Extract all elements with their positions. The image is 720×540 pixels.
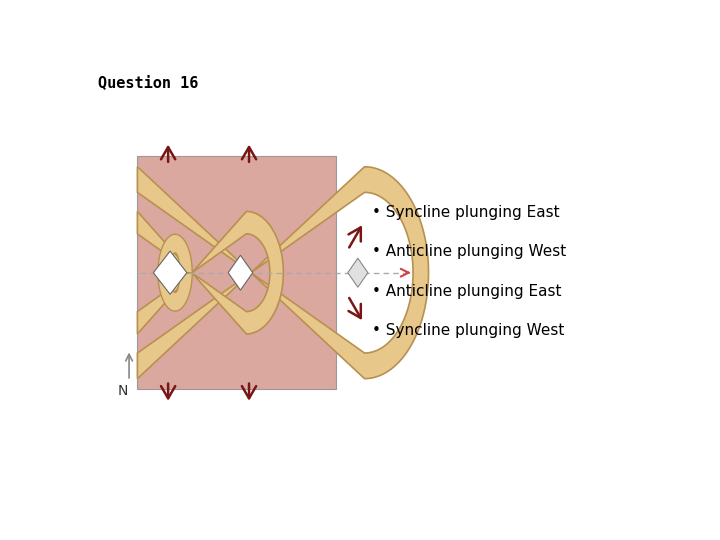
- Polygon shape: [348, 258, 368, 287]
- Polygon shape: [228, 255, 253, 290]
- Text: • Anticline plunging East: • Anticline plunging East: [372, 284, 562, 299]
- Polygon shape: [138, 167, 428, 379]
- Text: Question 16: Question 16: [99, 75, 199, 90]
- Text: • Syncline plunging West: • Syncline plunging West: [372, 323, 564, 339]
- Text: N: N: [118, 384, 128, 398]
- Polygon shape: [153, 251, 187, 294]
- Polygon shape: [138, 212, 284, 334]
- Bar: [138, 156, 336, 389]
- Text: • Syncline plunging East: • Syncline plunging East: [372, 205, 559, 220]
- Text: • Anticline plunging West: • Anticline plunging West: [372, 245, 566, 259]
- Polygon shape: [158, 234, 192, 311]
